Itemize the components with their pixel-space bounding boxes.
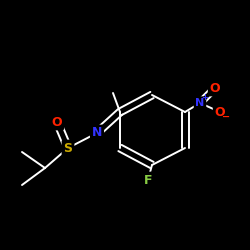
Text: +: +: [202, 94, 208, 102]
Text: O: O: [52, 116, 62, 128]
Text: F: F: [144, 174, 152, 186]
Text: S: S: [64, 142, 72, 154]
Text: −: −: [222, 112, 230, 122]
Text: O: O: [215, 106, 225, 118]
Text: N: N: [196, 98, 204, 108]
Text: O: O: [210, 82, 220, 94]
Text: N: N: [92, 126, 102, 140]
